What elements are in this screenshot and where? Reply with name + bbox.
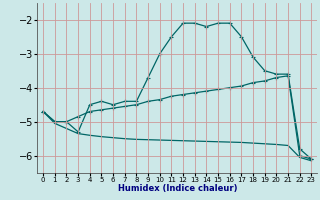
X-axis label: Humidex (Indice chaleur): Humidex (Indice chaleur) bbox=[117, 184, 237, 193]
